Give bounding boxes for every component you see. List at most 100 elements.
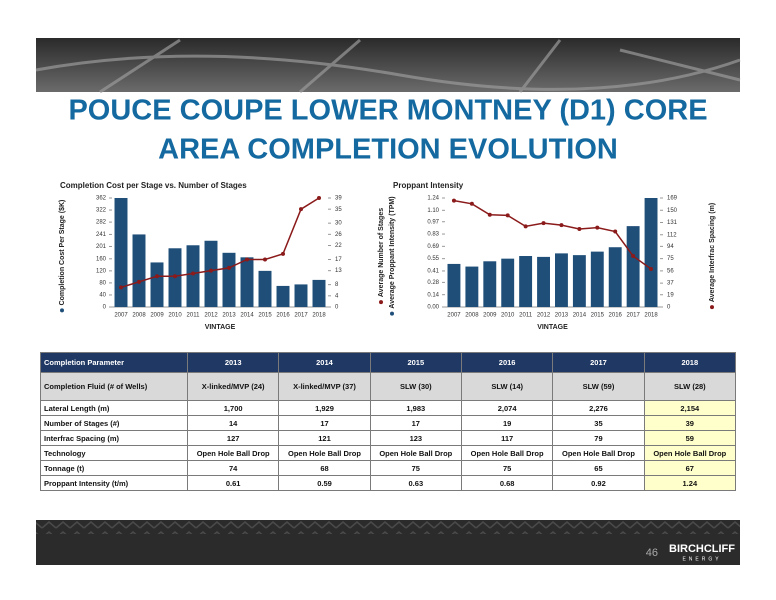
- x-tick-label: 2013: [222, 313, 236, 319]
- table-cell: 35: [552, 415, 645, 431]
- line-point: [263, 257, 267, 262]
- y2-tick-label: 94: [667, 244, 674, 250]
- chart-title: Proppant Intensity: [393, 181, 464, 190]
- x-tick-label: 2012: [204, 313, 218, 319]
- line-point: [119, 285, 123, 290]
- bar: [132, 234, 146, 307]
- line-point: [559, 223, 564, 228]
- x-tick-label: 2011: [519, 313, 533, 319]
- chart-title: Completion Cost per Stage vs. Number of …: [60, 181, 247, 190]
- table-cell: 127: [186, 430, 280, 446]
- x-tick-label: 2016: [276, 313, 290, 319]
- bar: [519, 256, 533, 307]
- table-cell: Completion Parameter: [40, 352, 188, 373]
- table-cell: 2,154: [643, 400, 737, 416]
- y-tick-label: 120: [96, 268, 107, 274]
- bar: [258, 270, 272, 307]
- legend-marker: [60, 308, 64, 313]
- x-tick-label: 2010: [501, 313, 515, 319]
- line-point: [281, 251, 285, 256]
- line-point: [541, 221, 546, 226]
- y2-tick-label: 131: [667, 220, 678, 226]
- table-cell: 2016: [460, 352, 554, 373]
- y2-tick-label: 150: [667, 208, 678, 214]
- table-row: Proppant Intensity (t/m) 0.61 0.59 0.63 0.68…: [40, 475, 737, 491]
- table-cell: 1,929: [278, 400, 371, 416]
- table-cell: 74: [186, 460, 280, 476]
- y2-tick-label: 19: [667, 292, 674, 298]
- line-point: [227, 265, 231, 270]
- table-cell: 2017: [552, 352, 645, 373]
- y-tick-label: 0.69: [427, 244, 439, 250]
- line-point: [299, 207, 303, 212]
- x-tick-label: 2018: [312, 313, 326, 319]
- y-tick-label: 241: [96, 232, 107, 238]
- table-cell: 59: [643, 430, 737, 446]
- line: [453, 199, 652, 270]
- y-tick-label: 0.28: [427, 280, 439, 286]
- y-tick-label: 1.10: [427, 208, 439, 214]
- table-cell: 68: [278, 460, 371, 476]
- y-tick-label: 0: [103, 305, 107, 311]
- line-point: [505, 213, 510, 218]
- x-tick-label: 2011: [187, 313, 201, 319]
- table-cell: 17: [278, 415, 371, 431]
- bar: [537, 256, 550, 307]
- line-point: [649, 266, 654, 271]
- x-tick-label: 2010: [168, 313, 182, 319]
- bar: [555, 253, 568, 307]
- bar: [626, 226, 640, 307]
- y-tick-label: 0.97: [427, 219, 439, 225]
- table-cell: Open Hole Ball Drop: [552, 445, 645, 461]
- y-axis-label: Completion Cost Per Stage ($K): [59, 200, 66, 306]
- bar: [276, 285, 290, 307]
- bar: [186, 245, 200, 307]
- table-cell: 1.24: [643, 475, 737, 491]
- table-cell: Open Hole Ball Drop: [643, 445, 737, 461]
- y2-tick-label: 0: [667, 305, 671, 311]
- bar: [204, 240, 218, 307]
- table-cell: 2,276: [552, 400, 645, 416]
- y2-tick-label: 8: [335, 282, 339, 288]
- logo-sub: ENERGY: [682, 556, 721, 562]
- legend-marker: [379, 300, 383, 305]
- table-cell: Open Hole Ball Drop: [460, 445, 554, 461]
- line-point: [191, 271, 195, 276]
- table-cell: 123: [369, 430, 462, 446]
- table-cell: 67: [643, 460, 737, 476]
- y-tick-label: 322: [96, 208, 107, 214]
- y-tick-label: 1.24: [427, 196, 439, 202]
- completion-table: Completion Parameter 2013 2014 2015 2016 2017…: [40, 352, 737, 491]
- line-point: [487, 212, 492, 217]
- table-cell: 79: [552, 430, 645, 446]
- table-cell: 19: [460, 415, 554, 431]
- logo: BIRCHCLIFF: [669, 543, 735, 555]
- line-point: [155, 274, 159, 279]
- table-cell: 0.59: [278, 475, 371, 491]
- table-cell: 2018: [643, 352, 737, 373]
- table-cell: 2014: [278, 352, 371, 373]
- x-axis-label: VINTAGE: [205, 324, 236, 331]
- bar: [114, 198, 128, 307]
- table-cell: 14: [186, 415, 280, 431]
- y-tick-label: 201: [96, 244, 107, 250]
- y2-tick-label: 39: [335, 196, 342, 202]
- footer-pattern: [36, 520, 740, 534]
- y-tick-label: 0.41: [427, 269, 439, 275]
- bar: [465, 266, 479, 307]
- x-tick-label: 2015: [591, 313, 605, 319]
- x-tick-label: 2007: [114, 313, 128, 319]
- table-cell: 75: [460, 460, 554, 476]
- banner-image: [36, 38, 740, 92]
- table-cell: 2,074: [460, 400, 554, 416]
- x-tick-label: 2009: [150, 313, 164, 319]
- x-tick-label: 2018: [644, 313, 658, 319]
- line: [120, 197, 320, 289]
- table-row: Tonnage (t) 74 68 75 75 65 67: [40, 460, 737, 476]
- line-point: [469, 201, 474, 206]
- y2-tick-label: 169: [667, 196, 678, 202]
- line-point: [613, 229, 618, 234]
- bar: [222, 252, 236, 307]
- line-point: [523, 224, 528, 229]
